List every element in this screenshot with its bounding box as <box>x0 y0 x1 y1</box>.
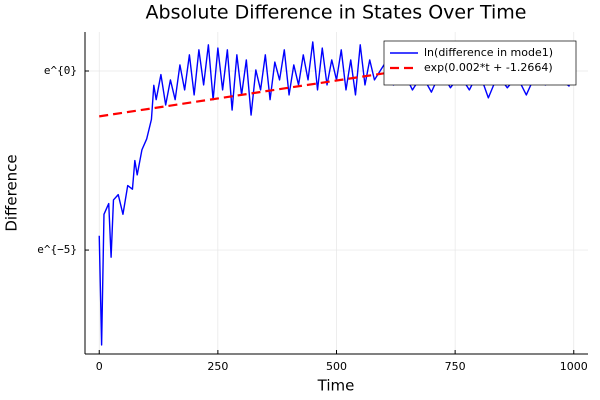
y-axis-label: Difference <box>3 154 21 231</box>
legend-box <box>383 40 577 86</box>
legend-label: ln(difference in mode1) <box>424 46 553 59</box>
x-tick-label: 0 <box>96 360 103 373</box>
x-tick-label: 1000 <box>560 360 588 373</box>
y-tick-label: e^{−5} <box>37 243 77 256</box>
legend: ln(difference in mode1) exp(0.002*t + -1.… <box>383 40 577 86</box>
x-axis-label: Time <box>317 377 355 395</box>
x-tick-label: 500 <box>326 360 347 373</box>
x-tick-label: 750 <box>445 360 466 373</box>
x-tick-label: 250 <box>207 360 228 373</box>
y-tick-label: e^{0} <box>44 64 77 77</box>
chart-title: Absolute Difference in States Over Time <box>146 2 527 24</box>
series-line <box>98 41 575 346</box>
legend-label: exp(0.002*t + -1.2664) <box>424 61 553 74</box>
